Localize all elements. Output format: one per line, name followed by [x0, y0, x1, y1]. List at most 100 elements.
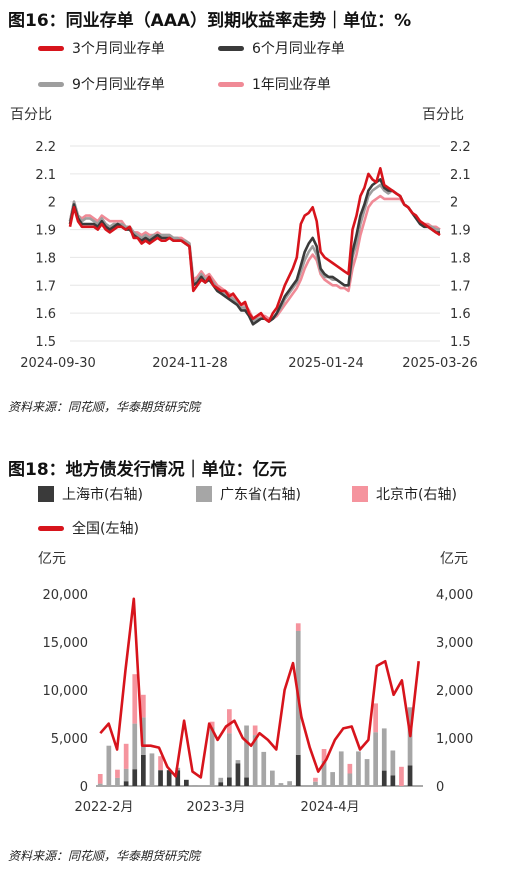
- chart1-ytick-right: 2: [450, 196, 458, 211]
- chart1-xtick: 2025-01-24: [288, 356, 364, 371]
- chart2-bar-1: [227, 733, 232, 778]
- chart1-ytick-left: 2.1: [35, 168, 56, 183]
- chart2-ytick-left: 0: [80, 780, 88, 795]
- chart2-bar-0: [158, 770, 163, 786]
- chart2-bar-1: [390, 750, 396, 776]
- chart2-ytick-left: 20,000: [43, 588, 89, 603]
- chart2-bar-1: [235, 760, 241, 764]
- chart2-bar-0: [295, 754, 301, 786]
- chart2-bar-1: [149, 753, 155, 786]
- legend-item-shanghai: 上海市(右轴): [38, 484, 143, 504]
- chart2-bar-1: [192, 785, 198, 786]
- chart2-ytick-right: 4,000: [436, 588, 473, 603]
- chart2-ytick-left: 15,000: [43, 636, 89, 651]
- chart2-bar-1: [209, 727, 215, 786]
- chart2-bar-2: [321, 749, 327, 761]
- legend-label-6m: 6个月同业存单: [252, 41, 345, 57]
- legend-label-shanghai: 上海市(右轴): [62, 487, 143, 503]
- chart1-ytick-right: 1.5: [450, 335, 471, 350]
- legend-swatch-shanghai: [38, 486, 54, 502]
- chart2-bar-2: [347, 763, 353, 774]
- chart2-bar-0: [218, 782, 224, 786]
- chart2-bar-0: [184, 779, 189, 786]
- chart2-bar-0: [390, 775, 396, 786]
- chart1-xtick: 2024-09-30: [20, 356, 96, 371]
- chart2-bar-0: [227, 777, 232, 786]
- chart2-ytick-right: 2,000: [436, 684, 473, 699]
- chart2-ytick-right: 3,000: [436, 636, 473, 651]
- chart2-bar-1: [321, 761, 327, 786]
- chart2-source: 资料来源：同花顺，华泰期货研究院: [8, 849, 201, 863]
- chart1-ytick-right: 2.2: [450, 140, 471, 155]
- chart1-title: 图16：同业存单（AAA）到期收益率走势｜单位：%: [8, 11, 412, 31]
- chart2-bar-2: [141, 694, 146, 718]
- legend-label-national: 全国(左轴): [72, 521, 139, 537]
- chart2-bar-2: [115, 769, 120, 778]
- chart2-ytick-left: 5,000: [51, 732, 88, 747]
- chart2-bar-1: [356, 751, 361, 786]
- chart2-bar-1: [106, 745, 112, 786]
- chart2-bar-2: [295, 623, 301, 631]
- legend-item-1y: 1年同业存单: [218, 74, 331, 94]
- chart2-bar-0: [141, 754, 146, 786]
- chart1-ytick-left: 1.9: [35, 224, 56, 239]
- legend-label-beijing: 北京市(右轴): [376, 487, 457, 503]
- legend-label-guangdong: 广东省(右轴): [220, 487, 301, 503]
- chart2-national-line: [99, 597, 420, 779]
- chart2-bar-0: [235, 763, 241, 786]
- chart1-ytick-left: 2.2: [35, 140, 56, 155]
- chart2-xtick: 2022-2月: [74, 800, 133, 815]
- chart2-bar-2: [158, 756, 163, 771]
- chart1-ytick-left: 1.6: [35, 307, 56, 322]
- chart2-bar-2: [132, 674, 138, 724]
- chart1-ytick-left: 2: [48, 196, 56, 211]
- chart2-bar-1: [132, 723, 138, 770]
- legend-swatch-9m: [38, 81, 64, 87]
- chart2-bar-0: [381, 770, 387, 786]
- legend-item-3m: 3个月同业存单: [38, 38, 165, 58]
- chart2-bar-0: [407, 765, 413, 786]
- chart2-bar-2: [399, 766, 404, 786]
- legend-item-6m: 6个月同业存单: [218, 38, 345, 58]
- chart2-bar-1: [244, 725, 249, 778]
- chart2-bar-2: [97, 774, 103, 784]
- legend-swatch-guangdong: [196, 486, 212, 502]
- chart2-bar-1: [330, 772, 335, 786]
- chart1-ytick-right: 1.6: [450, 307, 471, 322]
- chart2-ytick-right: 1,000: [436, 732, 473, 747]
- legend-item-beijing: 北京市(右轴): [352, 484, 457, 504]
- legend-swatch-beijing: [352, 486, 368, 502]
- chart2-xtick: 2023-3月: [186, 800, 245, 815]
- chart2-bar-1: [252, 735, 258, 786]
- legend-label-9m: 9个月同业存单: [72, 77, 165, 93]
- chart2-bar-0: [166, 770, 172, 786]
- chart2-bar-1: [381, 728, 387, 771]
- chart2-bar-1: [347, 773, 353, 786]
- chart2-bar-1: [338, 751, 344, 786]
- chart2-ytick-right: 0: [436, 780, 444, 795]
- chart2-bar-1: [97, 783, 103, 786]
- legend-swatch-national: [38, 525, 64, 531]
- chart1-ytick-right: 1.9: [450, 224, 471, 239]
- chart2-bar-0: [175, 770, 181, 786]
- chart2-bar-2: [252, 725, 258, 736]
- chart2-bar-0: [244, 777, 249, 786]
- legend-swatch-3m: [38, 45, 64, 51]
- chart1-ytick-right: 2.1: [450, 168, 471, 183]
- chart1-xtick: 2024-11-28: [152, 356, 228, 371]
- chart2-right-axis-unit: 亿元: [440, 551, 468, 567]
- legend-item-national: 全国(左轴): [38, 518, 139, 538]
- legend-swatch-1y: [218, 81, 244, 87]
- chart2-bar-2: [227, 709, 232, 734]
- chart2-bar-1: [364, 759, 370, 786]
- chart2-left-axis-unit: 亿元: [38, 551, 66, 567]
- legend-item-9m: 9个月同业存单: [38, 74, 165, 94]
- chart2-bar-0: [132, 769, 138, 786]
- chart1-ytick-left: 1.5: [35, 335, 56, 350]
- chart1-ytick-left: 1.8: [35, 251, 56, 266]
- chart2-title: 图18：地方债发行情况｜单位：亿元: [8, 460, 287, 480]
- chart2-bar-2: [209, 721, 215, 728]
- chart2-bar-1: [218, 777, 224, 783]
- legend-label-3m: 3个月同业存单: [72, 41, 165, 57]
